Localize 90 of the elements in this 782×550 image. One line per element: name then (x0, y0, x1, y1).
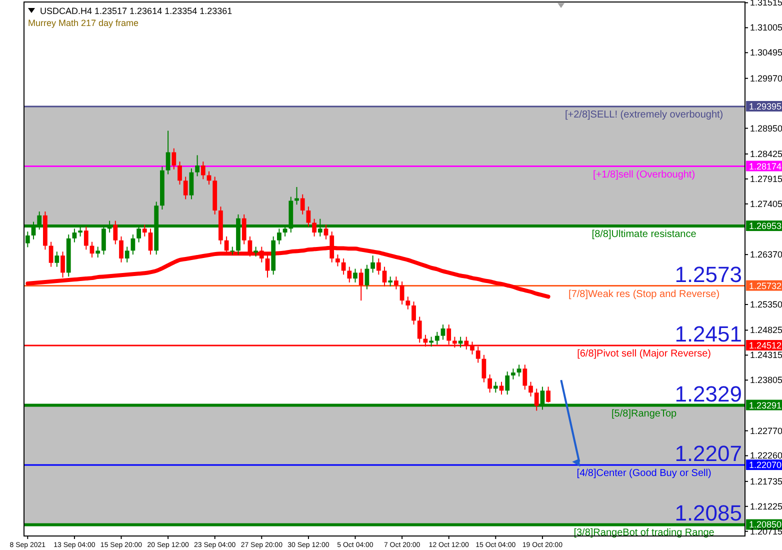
y-tick-label: 1.23805 (750, 375, 782, 386)
candlestick (324, 224, 328, 240)
annotation: 1.2085 (674, 500, 742, 526)
candlestick (382, 266, 387, 287)
candlestick (499, 381, 504, 396)
candlestick (522, 364, 528, 390)
candlestick (493, 381, 498, 394)
candlestick (48, 241, 54, 268)
y-tick-label: 1.25350 (750, 299, 782, 310)
y-tick-label: 1.25732 (749, 280, 782, 291)
candlestick (178, 161, 182, 186)
candlestick (172, 148, 176, 170)
candlestick (113, 220, 118, 245)
candlestick (434, 331, 440, 346)
annotation: 1.2573 (674, 262, 742, 287)
text: Murrey Math 217 day frame (28, 18, 139, 28)
text: USDCAD.H4 1.23517 1.23614 1.23354 1.23361 (40, 6, 232, 16)
candlestick (528, 381, 533, 398)
candlestick (412, 301, 416, 326)
candlestick (200, 161, 206, 180)
y-tick-label: 1.28425 (750, 148, 782, 159)
y-tick-label: 1.28174 (749, 161, 782, 172)
candlestick (388, 276, 393, 287)
y-tick-label: 1.24512 (749, 340, 782, 350)
y-tick-label: 1.29395 (749, 102, 782, 112)
ref-line-label: [7/8]Weak res (Stop and Reverse) (568, 288, 720, 300)
y-tick-label: 1.24825 (750, 325, 782, 336)
candlestick (376, 258, 381, 276)
y-tick-label: 1.27405 (750, 198, 782, 209)
candlestick (148, 228, 153, 256)
candlestick (347, 266, 352, 283)
candlestick (417, 316, 422, 344)
candlestick (440, 324, 446, 340)
candlestick (534, 388, 539, 412)
y-tick-label: 1.22070 (749, 460, 782, 470)
candlestick (546, 386, 550, 403)
candlestick (189, 168, 194, 200)
candlestick (370, 255, 375, 274)
candlestick (54, 251, 60, 268)
ref-line-label: [4/8]Center (Good Buy or Sell) (576, 468, 712, 480)
annotation: 1.2207 (674, 441, 742, 466)
candlestick (400, 280, 404, 305)
candlestick (300, 194, 305, 215)
candlestick (183, 176, 188, 200)
y-tick-label: 1.28950 (750, 123, 782, 134)
candlestick (119, 236, 124, 263)
ref-line-label: [+1/8]sell (Overbought) (593, 169, 696, 180)
candlestick (358, 268, 364, 302)
ref-line-label: [8/8]Ultimate resistance (592, 229, 697, 240)
candlestick (482, 354, 486, 383)
candlestick (488, 374, 492, 394)
y-tick-label: 1.22770 (750, 426, 782, 436)
candlestick (353, 268, 358, 283)
y-tick-label: 1.27915 (750, 174, 782, 184)
candlestick (516, 364, 522, 377)
candlestick (142, 224, 147, 237)
annotation: 1.2451 (674, 322, 742, 346)
candlestick (394, 276, 398, 290)
y-tick-label: 1.31005 (750, 22, 782, 33)
y-tick-label: 1.22260 (750, 450, 782, 461)
y-tick-label: 1.26953 (749, 221, 782, 232)
candlestick (230, 246, 235, 256)
candlestick (511, 368, 516, 380)
annotation: 1.2329 (674, 381, 742, 406)
candlestick (242, 214, 246, 245)
candlestick (124, 246, 130, 263)
ref-line-label: [6/8]Pivot sell (Major Reverse) (577, 348, 712, 360)
y-tick-label: 1.23291 (749, 400, 782, 410)
y-tick-label: 1.30495 (750, 48, 782, 58)
candlestick (364, 264, 370, 290)
y-tick-label: 1.21735 (750, 476, 782, 486)
y-tick-label: 1.26370 (750, 250, 782, 260)
candlestick (60, 251, 65, 278)
ref-line-label: [5/8]RangeTop (612, 408, 678, 420)
candlestick (312, 218, 316, 237)
y-tick-label: 1.21225 (750, 501, 782, 512)
candlestick (429, 336, 434, 348)
candlestick (254, 246, 258, 258)
candlestick (195, 154, 200, 177)
candlestick (96, 246, 100, 258)
candlestick (505, 371, 510, 396)
ref-line-label: [+2/8]SELL! (extremely overbought) (564, 110, 724, 120)
candlestick (458, 336, 463, 348)
candlestick (336, 254, 340, 267)
candlestick (84, 226, 88, 250)
candlestick (25, 231, 30, 248)
y-tick-label: 1.29970 (750, 73, 782, 84)
candlestick (406, 296, 410, 310)
y-tick-label: 1.24315 (750, 350, 782, 360)
candlestick (166, 130, 170, 175)
